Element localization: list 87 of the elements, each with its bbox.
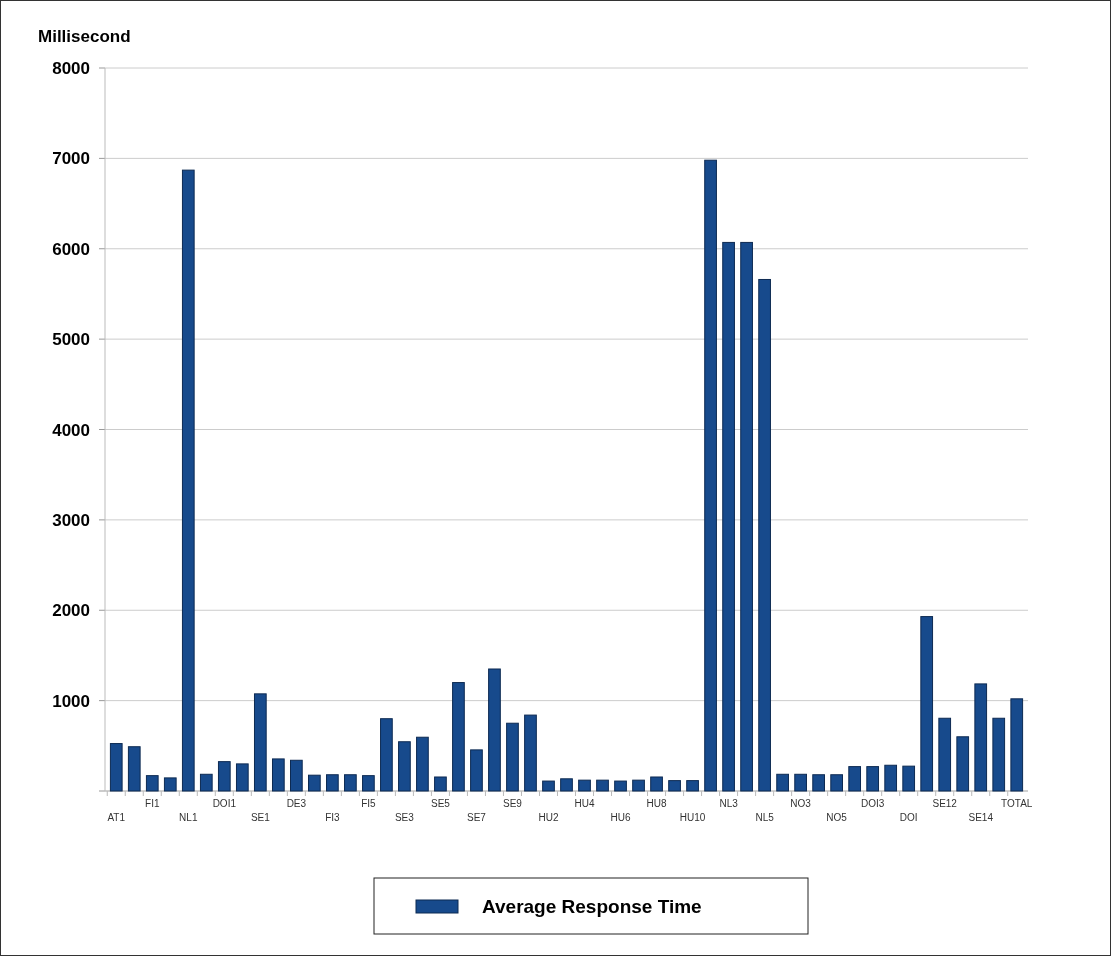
bar (740, 241, 753, 792)
bar (578, 779, 591, 792)
x-tick-label: SE12 (932, 798, 958, 809)
bar (884, 764, 898, 792)
bar (668, 780, 681, 792)
bar (812, 774, 825, 792)
x-tick-label: FI5 (361, 798, 377, 809)
y-tick-label: 7000 (52, 149, 90, 169)
bar (181, 169, 195, 792)
x-tick-label: SE3 (394, 812, 415, 823)
x-tick-label: HU10 (679, 812, 706, 823)
bar (163, 777, 177, 792)
bar (290, 759, 303, 792)
x-tick-label: SE5 (430, 798, 451, 809)
bar (956, 736, 970, 792)
x-tick-label: SE1 (250, 812, 271, 823)
bar (830, 774, 843, 792)
legend-label: Average Response Time (482, 896, 702, 917)
bar (398, 741, 411, 792)
bar (127, 746, 141, 792)
bar (434, 776, 447, 792)
bar (992, 717, 1006, 792)
x-tick-label: NO3 (790, 798, 812, 809)
bar (866, 766, 880, 792)
x-tick-label: FI1 (145, 798, 160, 809)
bar (109, 743, 123, 792)
bar (686, 780, 699, 792)
y-tick-label: 8000 (52, 59, 90, 78)
bar (722, 241, 735, 792)
y-tick-label: 1000 (52, 691, 90, 711)
bar (776, 773, 789, 792)
x-tick-label: NL5 (755, 812, 775, 823)
x-tick-label: AT1 (107, 812, 126, 823)
bar (488, 668, 501, 792)
x-tick-label: DOI1 (212, 798, 237, 809)
bar (596, 779, 609, 792)
x-tick-label: NL1 (179, 812, 198, 823)
bar (506, 722, 519, 792)
x-tick-label: SE7 (467, 812, 487, 823)
y-tick-label: 3000 (52, 510, 90, 530)
bar (235, 763, 249, 792)
bar (416, 736, 429, 792)
bar (1010, 698, 1024, 792)
bar (938, 717, 952, 792)
x-tick-label: HU2 (538, 812, 559, 823)
x-tick-label: SE9 (503, 798, 523, 809)
bar (344, 774, 357, 792)
x-tick-label: DE3 (286, 798, 307, 809)
x-tick-label: SE14 (968, 812, 994, 823)
bar (704, 159, 717, 792)
x-tick-label: HU8 (646, 798, 667, 809)
bar (470, 749, 483, 792)
bar (271, 758, 285, 792)
y-tick-label: 4000 (52, 420, 90, 440)
bar (794, 773, 807, 792)
bar (362, 775, 375, 792)
bar (974, 683, 988, 792)
y-tick-label: 2000 (52, 601, 90, 621)
bar (848, 766, 862, 792)
bar (650, 776, 663, 792)
y-tick-label: 5000 (52, 330, 90, 350)
bar (380, 718, 393, 792)
bar (614, 780, 627, 792)
bar (542, 780, 555, 792)
bar (758, 278, 771, 792)
bar (199, 773, 213, 792)
bar (902, 765, 916, 792)
bar (920, 616, 934, 792)
bar (326, 774, 339, 792)
bar (524, 714, 537, 792)
bar (632, 779, 645, 792)
bar (253, 693, 267, 792)
bar (217, 761, 231, 792)
x-tick-label: DOI3 (860, 798, 885, 809)
x-tick-label: FI3 (325, 812, 341, 823)
bar (308, 774, 321, 792)
x-tick-label: DOI (899, 812, 918, 823)
x-tick-label: HU6 (610, 812, 631, 823)
x-tick-label: HU4 (574, 798, 595, 809)
x-tick-label: NL3 (719, 798, 739, 809)
y-tick-label: 6000 (52, 239, 90, 259)
bar (145, 775, 159, 792)
x-tick-label: TOTAL (1001, 798, 1033, 809)
bar (560, 778, 573, 792)
y-axis-title: Millisecond (38, 27, 131, 46)
bar (452, 682, 465, 792)
x-tick-label: NO5 (826, 812, 848, 823)
